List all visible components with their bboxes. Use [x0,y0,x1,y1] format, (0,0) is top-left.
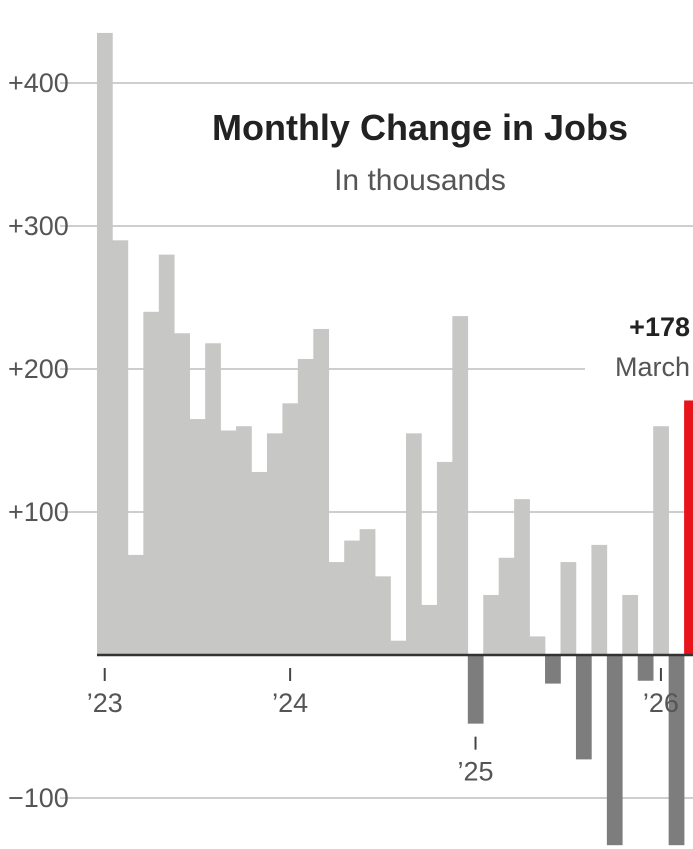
x-tick-label: ’23 [87,688,123,718]
bar [390,640,407,655]
bar [653,426,669,655]
highlight-value-label: +178 [629,312,690,342]
bar [112,240,129,656]
bar [606,655,623,846]
bar [436,461,453,655]
bar [236,426,252,655]
bar [97,32,113,655]
bar [514,499,530,655]
bar [668,655,685,846]
bar [297,358,314,655]
bar [498,557,515,655]
x-tick-label: ’25 [458,757,494,787]
x-axis: ’23 ’24 ’25 ’26 [87,668,679,787]
bar [684,400,693,655]
bar [375,576,391,655]
bar [483,594,499,655]
y-tick-label: +100 [8,497,69,527]
bar [622,594,639,655]
y-tick-label: +400 [8,68,69,98]
y-tick-label: +300 [8,211,69,241]
bar [328,562,345,655]
bar [127,554,144,655]
bar [174,333,190,655]
bar [637,655,654,681]
y-axis-labels: +400 +300 +200 +100 −100 [8,68,69,813]
bar [313,328,330,655]
bar [251,471,268,655]
bar [406,433,422,655]
bar [158,254,175,655]
bar [359,529,376,655]
chart-title: Monthly Change in Jobs [212,107,628,148]
bar [421,604,438,655]
chart-subtitle: In thousands [334,164,506,197]
bars [97,32,693,846]
x-tick-label: ’26 [643,688,679,718]
bar [266,433,283,655]
title-group: Monthly Change in Jobs In thousands [168,96,673,206]
x-tick-label: ’24 [272,688,308,718]
y-tick-label: +200 [8,354,69,384]
highlight-month-label: March [615,352,690,382]
bar [282,403,299,655]
y-tick-label: −100 [8,783,69,813]
bar [189,419,206,655]
bar [529,636,546,655]
bar [467,655,484,724]
bar [344,540,360,655]
highlight-annotation: +178 March [585,305,693,383]
bar [560,562,577,655]
bar [591,544,608,655]
bar [545,655,561,684]
bar [220,430,237,655]
bar [452,316,469,655]
bar [143,311,160,655]
bar [205,343,221,655]
bar [575,655,592,760]
